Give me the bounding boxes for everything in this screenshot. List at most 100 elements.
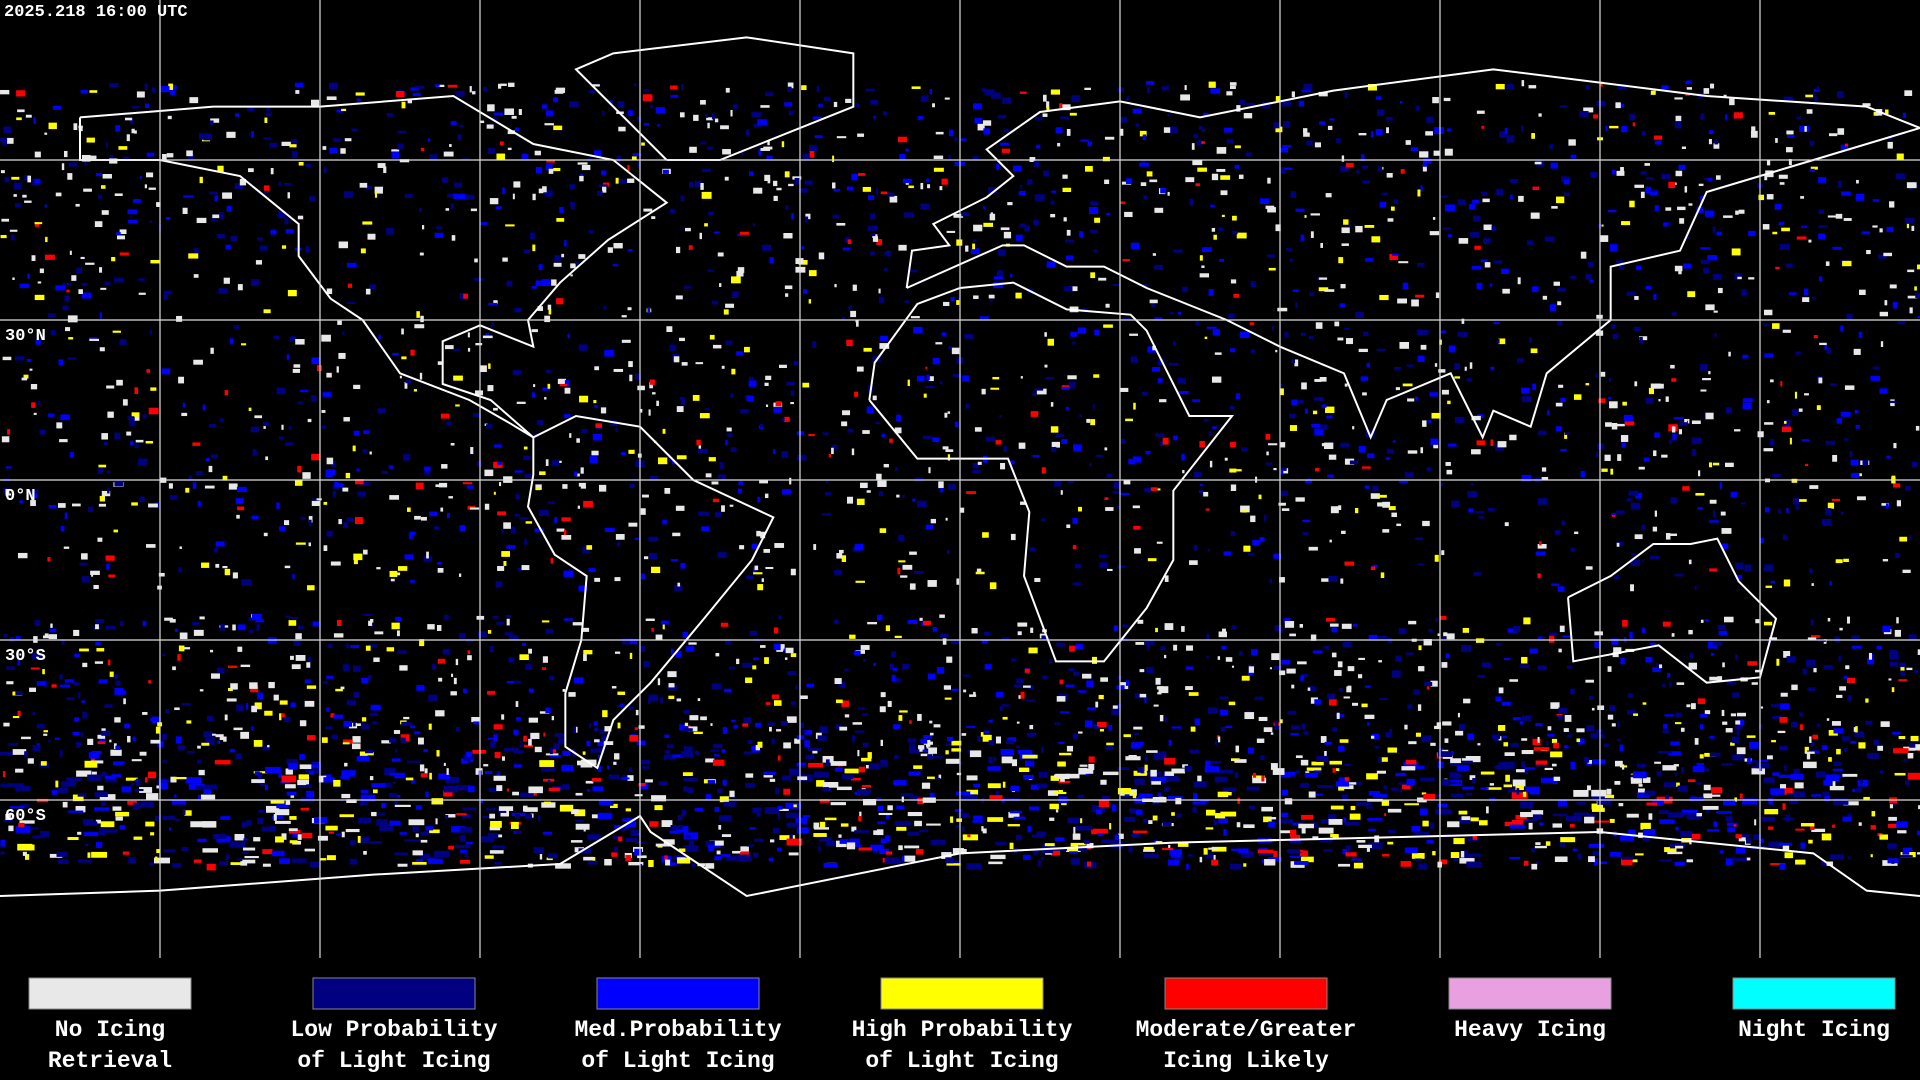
legend-swatch (1164, 977, 1328, 1010)
icing-pixel (772, 827, 780, 834)
icing-pixel (884, 268, 888, 271)
icing-pixel (683, 710, 690, 715)
icing-pixel (1715, 175, 1721, 180)
icing-pixel (365, 677, 371, 681)
icing-pixel (1770, 703, 1780, 707)
icing-pixel (966, 491, 976, 495)
icing-pixel (973, 815, 983, 820)
icing-pixel (72, 731, 80, 736)
icing-pixel (1480, 259, 1488, 263)
icing-pixel (896, 860, 903, 865)
icing-pixel (547, 383, 551, 389)
icing-pixel (1172, 341, 1176, 346)
icing-pixel (860, 645, 870, 650)
icing-pixel (1787, 135, 1795, 138)
icing-pixel (591, 814, 602, 819)
icing-pixel (1092, 828, 1108, 834)
icing-pixel (1446, 469, 1453, 475)
icing-pixel (832, 214, 840, 219)
icing-pixel (415, 805, 423, 810)
icing-pixel (127, 209, 138, 215)
icing-pixel (712, 759, 725, 766)
icing-pixel (1448, 345, 1456, 353)
icing-pixel (1135, 809, 1143, 815)
icing-pixel (347, 283, 353, 288)
icing-pixel (1551, 738, 1558, 744)
icing-pixel (472, 91, 476, 95)
icing-pixel (1904, 90, 1913, 96)
icing-pixel (266, 106, 271, 111)
icing-pixel (847, 428, 854, 433)
icing-pixel (1607, 209, 1617, 213)
icing-pixel (551, 279, 557, 286)
icing-pixel (506, 618, 510, 626)
icing-pixel (391, 758, 401, 762)
icing-pixel (1553, 281, 1560, 286)
icing-pixel (499, 482, 502, 487)
icing-pixel (1675, 826, 1679, 831)
icing-pixel (1170, 853, 1180, 858)
icing-pixel (1629, 200, 1635, 208)
icing-pixel (1611, 514, 1616, 517)
icing-pixel (880, 692, 886, 698)
icing-pixel (1080, 139, 1089, 142)
icing-pixel (308, 542, 311, 547)
icing-pixel (40, 830, 50, 838)
icing-pixel (236, 704, 244, 712)
icing-pixel (1434, 725, 1440, 730)
icing-pixel (263, 137, 272, 140)
icing-pixel (506, 680, 515, 684)
icing-pixel (959, 796, 967, 800)
icing-pixel (95, 624, 99, 630)
icing-pixel (813, 544, 817, 550)
icing-pixel (1046, 261, 1056, 268)
icing-pixel (208, 423, 217, 428)
icing-pixel (37, 281, 42, 284)
icing-pixel (1454, 362, 1461, 370)
icing-pixel (981, 640, 989, 644)
icing-pixel (1046, 101, 1050, 109)
icing-pixel (163, 293, 168, 300)
icing-pixel (1018, 190, 1026, 196)
icing-pixel (1568, 139, 1576, 146)
icing-pixel (1162, 821, 1172, 827)
icing-pixel (1144, 764, 1148, 771)
icing-pixel (637, 855, 647, 859)
icing-pixel (1675, 712, 1682, 718)
icing-pixel (973, 783, 980, 787)
icing-pixel (322, 146, 327, 150)
icing-pixel (752, 567, 757, 573)
icing-pixel (125, 777, 138, 781)
icing-pixel (628, 361, 633, 368)
legend-swatch (880, 977, 1044, 1010)
icing-pixel (1593, 858, 1598, 865)
icing-pixel (1898, 679, 1908, 682)
icing-pixel (1686, 814, 1701, 820)
icing-pixel (1586, 763, 1593, 766)
icing-pixel (1053, 480, 1062, 487)
icing-pixel (1164, 623, 1174, 630)
icing-pixel (879, 528, 887, 533)
icing-pixel (1880, 341, 1884, 348)
icing-pixel (1734, 725, 1743, 730)
icing-pixel (637, 385, 645, 391)
icing-pixel (773, 643, 781, 651)
icing-pixel (688, 726, 698, 732)
icing-pixel (637, 161, 640, 168)
icing-pixel (1281, 659, 1291, 665)
icing-pixel (1509, 857, 1521, 860)
icing-pixel (736, 658, 740, 665)
icing-pixel (1716, 231, 1722, 236)
icing-pixel (666, 744, 674, 749)
icing-pixel (208, 191, 218, 195)
icing-pixel (945, 857, 954, 864)
icing-pixel (1539, 541, 1542, 546)
icing-pixel (1816, 405, 1821, 410)
icing-pixel (1087, 707, 1097, 711)
icing-pixel (1865, 720, 1873, 725)
icing-pixel (698, 445, 702, 450)
icing-pixel (1360, 154, 1365, 161)
icing-pixel (250, 426, 260, 433)
icing-pixel (200, 794, 216, 800)
icing-pixel (554, 516, 557, 523)
